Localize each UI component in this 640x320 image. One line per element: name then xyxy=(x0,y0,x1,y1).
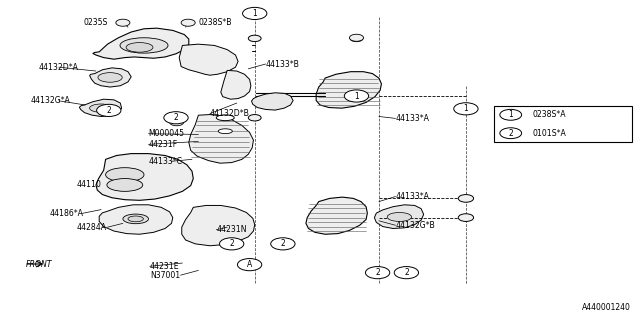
Ellipse shape xyxy=(216,115,234,121)
Text: A: A xyxy=(247,260,252,269)
Text: 44133*C: 44133*C xyxy=(148,157,182,166)
Ellipse shape xyxy=(106,168,144,182)
Circle shape xyxy=(164,112,188,124)
Polygon shape xyxy=(79,99,122,116)
Circle shape xyxy=(248,10,261,17)
Circle shape xyxy=(97,107,111,114)
Text: 44132D*B: 44132D*B xyxy=(210,109,250,118)
Text: 44231F: 44231F xyxy=(148,140,178,149)
Text: M000045: M000045 xyxy=(148,129,184,138)
Ellipse shape xyxy=(123,214,148,224)
Text: 2: 2 xyxy=(280,239,285,248)
Circle shape xyxy=(116,19,130,26)
Text: 0101S*A: 0101S*A xyxy=(532,129,566,138)
Text: 44284A: 44284A xyxy=(77,223,107,232)
Text: 0238S*B: 0238S*B xyxy=(198,18,232,27)
Circle shape xyxy=(349,34,364,41)
Text: 2: 2 xyxy=(173,113,179,122)
Text: 44186*A: 44186*A xyxy=(50,209,84,218)
Circle shape xyxy=(365,267,390,279)
Text: 2: 2 xyxy=(404,268,409,277)
Circle shape xyxy=(248,35,261,42)
Circle shape xyxy=(350,35,363,42)
Text: 44231N: 44231N xyxy=(216,225,247,234)
Ellipse shape xyxy=(387,212,412,221)
Polygon shape xyxy=(96,154,193,200)
Ellipse shape xyxy=(126,43,153,52)
Text: 2: 2 xyxy=(106,106,111,115)
Polygon shape xyxy=(306,197,367,234)
Circle shape xyxy=(458,195,474,202)
Text: 44133*A: 44133*A xyxy=(396,114,429,123)
Text: 44133*A: 44133*A xyxy=(396,192,429,201)
Polygon shape xyxy=(90,68,131,87)
Circle shape xyxy=(97,104,121,116)
Text: 2: 2 xyxy=(375,268,380,277)
Ellipse shape xyxy=(90,104,113,112)
Polygon shape xyxy=(179,44,238,75)
Circle shape xyxy=(248,115,261,121)
Text: 44133*B: 44133*B xyxy=(266,60,300,68)
Circle shape xyxy=(181,19,195,26)
Polygon shape xyxy=(316,72,381,108)
Circle shape xyxy=(500,109,522,120)
Polygon shape xyxy=(221,70,251,99)
Polygon shape xyxy=(189,115,253,163)
Text: 44110: 44110 xyxy=(77,180,102,189)
Text: 1: 1 xyxy=(252,9,257,18)
Text: 44132D*A: 44132D*A xyxy=(38,63,78,72)
Circle shape xyxy=(458,105,474,113)
Text: FRONT: FRONT xyxy=(26,260,52,269)
Polygon shape xyxy=(252,93,293,110)
Circle shape xyxy=(170,114,184,121)
Text: 44231E: 44231E xyxy=(150,262,179,271)
Text: N37001: N37001 xyxy=(150,271,180,280)
Polygon shape xyxy=(99,205,173,234)
Ellipse shape xyxy=(120,38,168,53)
Circle shape xyxy=(271,238,295,250)
Circle shape xyxy=(458,214,474,221)
Circle shape xyxy=(237,259,262,271)
Circle shape xyxy=(500,128,522,139)
Circle shape xyxy=(170,119,184,126)
Ellipse shape xyxy=(98,73,122,82)
Text: 0235S: 0235S xyxy=(83,18,108,27)
Text: 0238S*A: 0238S*A xyxy=(532,110,566,119)
Circle shape xyxy=(220,238,244,250)
Ellipse shape xyxy=(107,179,143,191)
Text: 44132G*B: 44132G*B xyxy=(396,221,435,230)
Text: 1: 1 xyxy=(508,110,513,119)
Text: 44132G*A: 44132G*A xyxy=(31,96,70,105)
Bar xyxy=(494,106,632,142)
Ellipse shape xyxy=(128,216,143,222)
Polygon shape xyxy=(182,205,255,246)
Circle shape xyxy=(344,90,369,102)
Circle shape xyxy=(454,103,478,115)
Ellipse shape xyxy=(218,129,232,134)
Text: 2: 2 xyxy=(508,129,513,138)
Circle shape xyxy=(394,267,419,279)
Circle shape xyxy=(243,7,267,20)
Text: 1: 1 xyxy=(354,92,359,100)
Text: A440001240: A440001240 xyxy=(582,303,630,312)
Polygon shape xyxy=(93,28,189,59)
Text: 2: 2 xyxy=(229,239,234,248)
Polygon shape xyxy=(374,205,424,228)
Text: 1: 1 xyxy=(463,104,468,113)
